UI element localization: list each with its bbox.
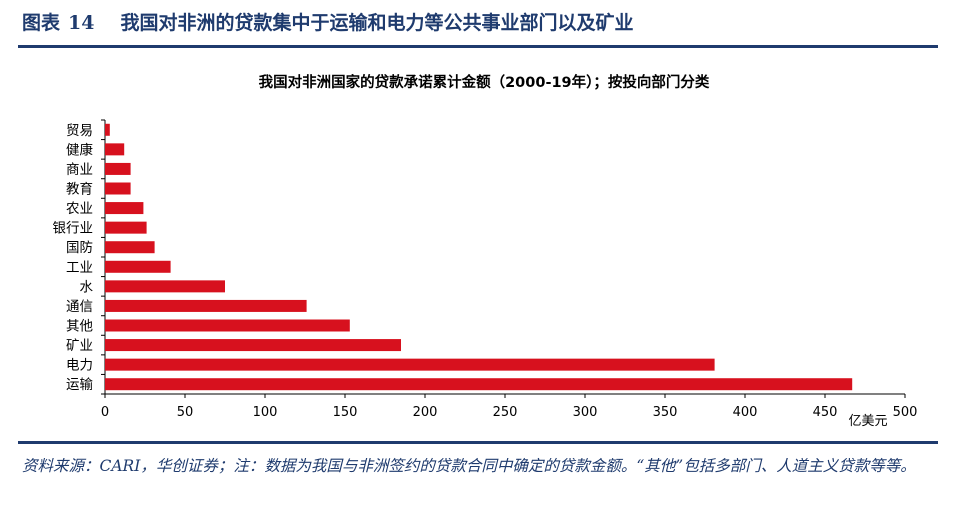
category-label: 矿业 [66,338,93,354]
x-tick-label: 450 [813,405,838,420]
category-label: 水 [80,279,94,295]
x-tick-label: 150 [333,405,358,420]
bar-14 [105,378,853,391]
x-tick-label: 350 [653,405,678,420]
bottom-rule [18,441,938,444]
category-label: 银行业 [53,221,94,237]
source-footnote: 资料来源：CARI，华创证券；注：数据为我国与非洲签约的贷款合同中确定的贷款金额… [22,457,916,475]
bar-4 [105,182,131,195]
figure-caption: 我国对非洲的贷款集中于运输和电力等公共事业部门以及矿业 [120,12,634,34]
bar-10 [105,299,307,312]
category-label: 工业 [66,260,93,276]
bar-12 [105,339,401,352]
figure-number: 14 [68,12,95,34]
category-label: 国防 [66,240,93,256]
bar-2 [105,143,125,156]
category-label: 健康 [66,141,93,158]
x-tick-label: 200 [413,405,438,420]
x-tick-label: 0 [101,405,109,420]
bar-1 [105,123,110,136]
category-label: 农业 [66,201,93,217]
bar-9 [105,280,225,293]
category-label: 贸易 [66,123,93,139]
x-tick-label: 50 [177,405,194,420]
category-label: 通信 [66,299,93,315]
category-label: 电力 [66,358,93,374]
bar-13 [105,358,715,371]
bar-7 [105,241,155,254]
x-tick-label: 400 [733,405,758,420]
x-tick-label: 100 [253,405,278,420]
category-label: 教育 [66,182,93,198]
category-label: 运输 [66,377,93,393]
figure-label: 图表 [22,12,61,34]
category-label: 商业 [66,162,93,178]
category-label: 其他 [66,319,93,335]
bar-5 [105,202,144,215]
x-tick-label: 300 [573,405,598,420]
bar-11 [105,319,350,332]
x-tick-label: 250 [493,405,518,420]
figure-title: 图表 14 我国对非洲的贷款集中于运输和电力等公共事业部门以及矿业 [22,8,633,38]
chart-title: 我国对非洲国家的贷款承诺累计金额（2000-19年）；按投向部门分类 [259,73,710,91]
top-rule [18,45,938,48]
unit-label: 亿美元 [848,414,887,429]
bar-8 [105,260,171,273]
bar-3 [105,162,131,175]
bar-chart: 我国对非洲国家的贷款承诺累计金额（2000-19年）；按投向部门分类 贸易健康商… [53,73,918,429]
bar-6 [105,221,147,234]
x-tick-label: 500 [893,405,918,420]
